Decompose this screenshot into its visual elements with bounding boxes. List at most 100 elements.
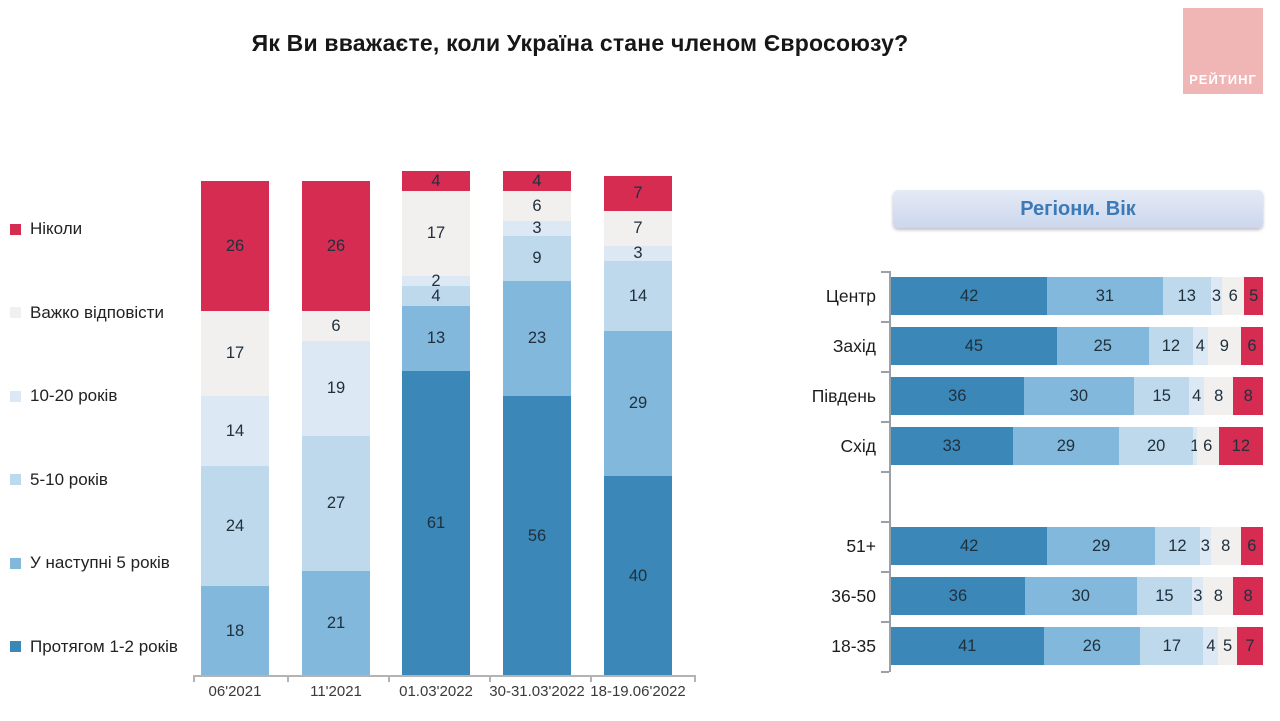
segment-value: 4: [1206, 636, 1216, 655]
segment-value: 36: [948, 586, 968, 605]
segment-value: 33: [942, 436, 961, 455]
row-label: 51+: [846, 535, 876, 556]
bar-segment: 6: [302, 311, 370, 341]
bar-segment: 29: [604, 331, 672, 476]
bar-segment: 7: [1236, 627, 1263, 665]
bar-segment: 14: [604, 261, 672, 331]
bar-segment: 4: [402, 286, 470, 306]
stacked-bar: 18 24 14 17 26: [201, 181, 269, 676]
segment-value: 19: [326, 379, 346, 398]
bar-segment: 6: [1240, 527, 1263, 565]
regions-age-axis: [889, 271, 891, 672]
bar-segment: 41: [891, 627, 1044, 665]
category-row: 36-50 36 30 15 3 8 8: [831, 571, 1263, 621]
bar-segment: 4: [402, 171, 470, 191]
bar-segment: 31: [1047, 277, 1163, 315]
bar-segment: 33: [891, 427, 1013, 465]
row-label: Південь: [811, 385, 876, 406]
segment-value: 42: [959, 536, 979, 555]
bar-segment: 14: [201, 396, 269, 466]
bar-segment: 23: [503, 281, 571, 396]
segment-value: 23: [527, 329, 547, 348]
regions-age-stacked-bar-chart: Центр 42 31 13 3 6 5 Захід 45 25 12 4 9 6 Південь 36 30 1…: [812, 271, 1263, 671]
x-axis-label: 01.03'2022: [399, 683, 473, 700]
row-label: Центр: [825, 285, 876, 306]
segment-value: 4: [1192, 386, 1202, 405]
segment-value: 27: [326, 494, 346, 513]
segment-value: 8: [1243, 386, 1253, 405]
bar-segment: 3: [1199, 527, 1211, 565]
bar-segment: 18: [201, 586, 269, 676]
segment-value: 45: [964, 336, 984, 355]
legend-label: Ніколи: [30, 219, 83, 238]
segment-value: 13: [426, 329, 446, 348]
bar-segment: 3: [1210, 277, 1223, 315]
bar-segment: 12: [1218, 427, 1263, 465]
bar-segment: 3: [503, 220, 571, 236]
segment-value: 24: [225, 516, 245, 535]
bar-segment: 8: [1233, 577, 1263, 615]
segment-value: 4: [431, 171, 441, 190]
segment-value: 12: [1161, 336, 1181, 355]
bar-segment: 4: [1189, 377, 1205, 415]
segment-value: 17: [426, 224, 446, 243]
segment-value: 14: [628, 286, 648, 305]
bar-segment: 56: [503, 396, 571, 676]
bar-segment: 30: [1023, 377, 1135, 415]
rating-logo-text: РЕЙТИНГ: [1189, 72, 1257, 87]
segment-value: 20: [1146, 436, 1166, 455]
segment-value: 26: [225, 236, 245, 255]
segment-value: 7: [633, 184, 643, 203]
x-axis-label: 30-31.03'2022: [489, 683, 585, 700]
bar-segment: 8: [1210, 527, 1241, 565]
segment-value: 9: [1219, 336, 1229, 355]
bar-segment: 8: [1233, 377, 1263, 415]
segment-value: 61: [426, 514, 446, 533]
bar-segment: 26: [201, 181, 269, 311]
segment-value: 12: [1168, 536, 1187, 555]
segment-value: 3: [1200, 536, 1210, 555]
stacked-bar: 61 13 4 2 17 4: [402, 171, 470, 676]
bar-segment: 6: [1222, 277, 1245, 315]
bar-segment: 45: [891, 327, 1057, 365]
segment-value: 1: [1190, 436, 1200, 455]
segment-value: 29: [1056, 436, 1076, 455]
axis-tick: [590, 675, 592, 682]
legend: Ніколи Важко відповісти 10-20 років 5-10 ро…: [10, 219, 200, 657]
bar-segment: 6: [503, 191, 571, 221]
bar-segment: 29: [1012, 427, 1120, 465]
axis-tick: [694, 675, 696, 682]
bar-segment: 6: [1240, 327, 1263, 365]
bar-segment: 1: [1190, 427, 1200, 465]
legend-swatch-icon: [10, 474, 21, 486]
regions-age-header-label: Регіони. Вік: [1020, 197, 1136, 220]
segment-value: 29: [1091, 536, 1111, 555]
legend-item: Ніколи: [10, 219, 200, 239]
chart-title: Як Ви вважаєте, коли Україна стане члено…: [251, 30, 909, 56]
segment-value: 14: [225, 421, 245, 440]
segment-value: 2: [431, 271, 441, 290]
segment-value: 4: [431, 286, 441, 305]
category-row: Південь 36 30 15 4 8 8: [812, 371, 1263, 421]
bar-segment: 17: [201, 311, 269, 396]
segment-value: 26: [326, 236, 346, 255]
bar-segment: 12: [1148, 327, 1193, 365]
segment-value: 3: [1211, 286, 1222, 305]
stacked-bar-horizontal: 36 30 15 3 8 8: [891, 577, 1263, 615]
legend-swatch-icon: [10, 307, 21, 319]
segment-value: 36: [948, 386, 967, 405]
bar-segment: 40: [604, 476, 672, 676]
segment-value: 56: [527, 526, 547, 545]
segment-value: 17: [1162, 636, 1182, 655]
segment-value: 17: [225, 344, 245, 363]
segment-value: 8: [1221, 536, 1231, 555]
legend-swatch-icon: [10, 223, 21, 235]
segment-value: 6: [1247, 336, 1257, 355]
segment-value: 26: [1082, 636, 1102, 655]
segment-value: 15: [1152, 386, 1171, 405]
segment-value: 25: [1093, 336, 1112, 355]
bar-segment: 7: [604, 211, 672, 246]
bar-segment: 61: [402, 371, 470, 676]
bar-segment: 30: [1024, 577, 1137, 615]
stacked-bar-horizontal: 33 29 20 1 6 12: [891, 427, 1263, 465]
